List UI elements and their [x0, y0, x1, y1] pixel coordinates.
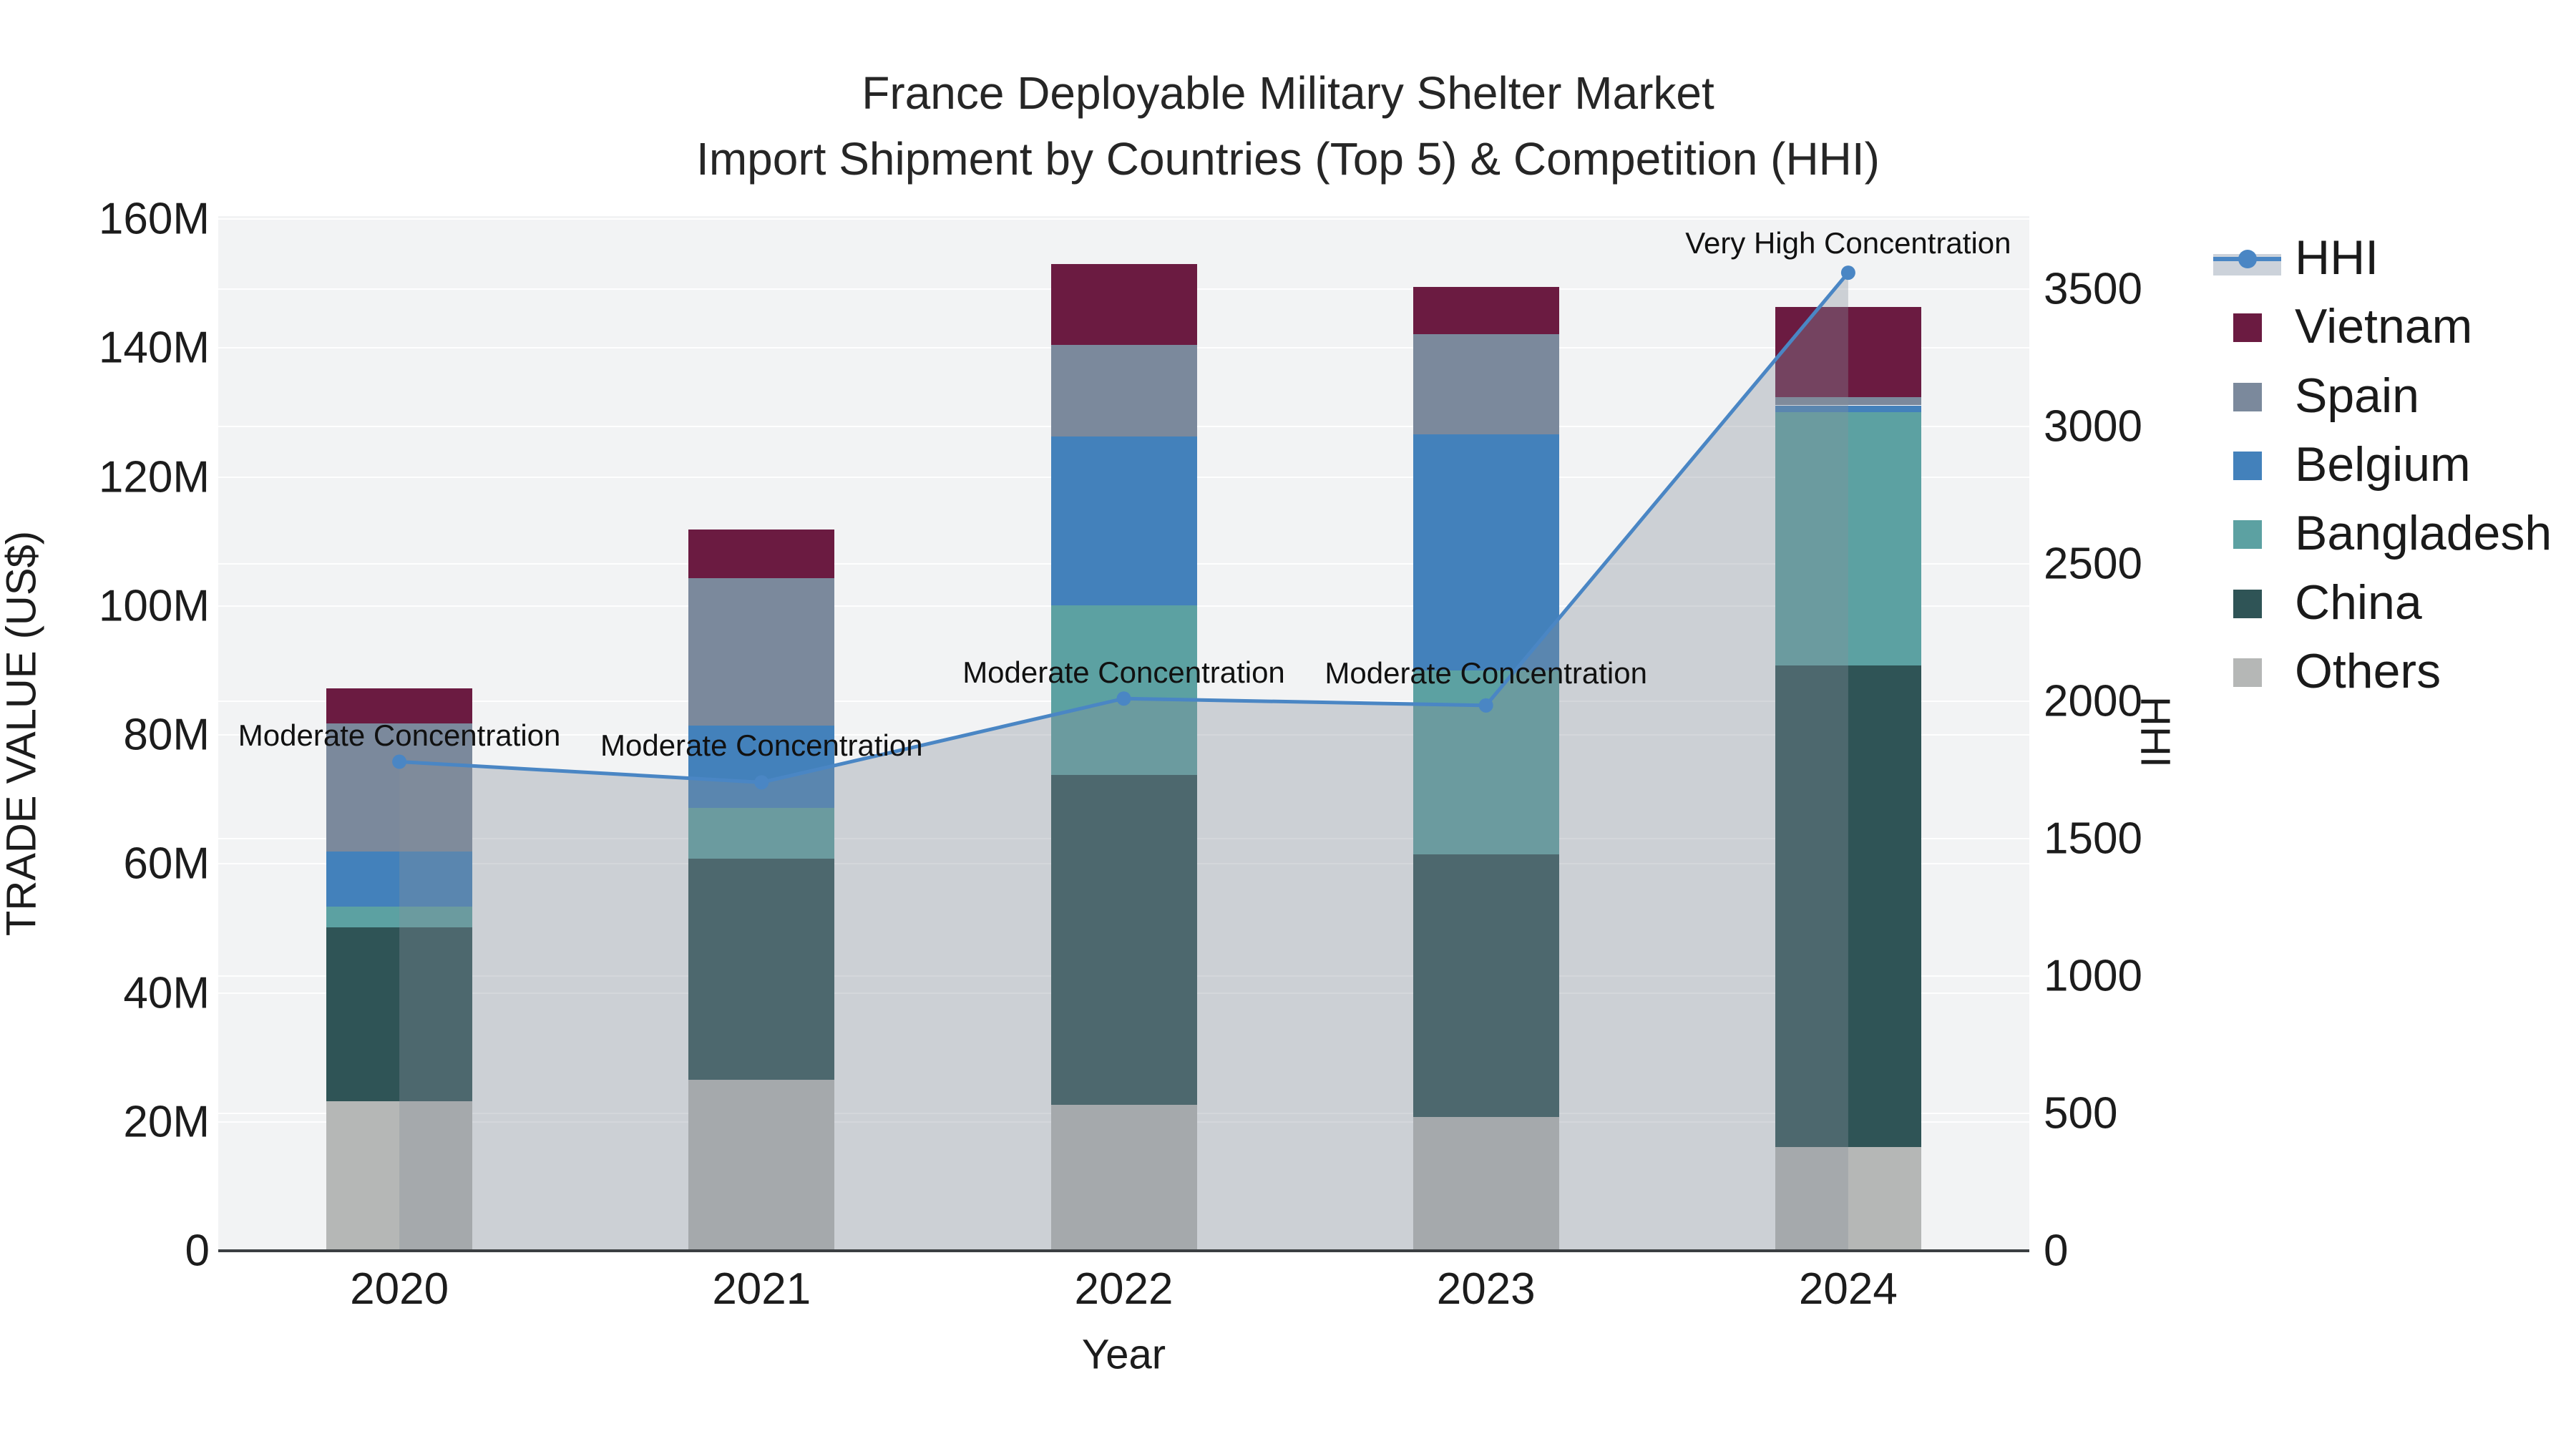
bar-2021-spain[interactable] — [688, 578, 835, 726]
bar-2024-china[interactable] — [1775, 665, 1921, 1147]
bar-2020-others[interactable] — [326, 1101, 473, 1251]
legend-item-belgium[interactable]: Belgium — [2190, 437, 2576, 492]
y-left-tick-80M: 80M — [123, 710, 210, 760]
bar-2023-belgium[interactable] — [1413, 434, 1559, 670]
y-left-tick-40M: 40M — [123, 968, 210, 1018]
annotation-2020: Moderate Concentration — [238, 718, 561, 752]
x-tick-2022: 2022 — [1074, 1264, 1174, 1314]
hhi-point-2021[interactable] — [754, 775, 769, 790]
hhi-point-2024[interactable] — [1840, 265, 1855, 280]
y-right-tick-3000: 3000 — [2044, 401, 2142, 452]
hhi-point-2022[interactable] — [1116, 691, 1131, 706]
bar-2020-bangladesh[interactable] — [326, 906, 473, 928]
bar-2024-vietnam[interactable] — [1775, 306, 1921, 397]
bar-2022-spain[interactable] — [1050, 344, 1197, 436]
bar-2024-others[interactable] — [1775, 1146, 1921, 1251]
legend-swatch-others-icon — [2233, 658, 2262, 687]
legend-label-bangladesh: Bangladesh — [2295, 506, 2552, 561]
bar-2024-belgium[interactable] — [1775, 405, 1921, 412]
x-axis-title: Year — [1081, 1331, 1166, 1378]
bar-2022-vietnam[interactable] — [1050, 264, 1197, 345]
legend-item-others[interactable]: Others — [2190, 644, 2576, 699]
y-left-tick-60M: 60M — [123, 839, 210, 889]
legend-label-others: Others — [2295, 643, 2441, 698]
bar-2020-belgium[interactable] — [326, 852, 473, 907]
y-left-tick-100M: 100M — [98, 581, 210, 631]
bar-2020-vietnam[interactable] — [326, 688, 473, 723]
bar-2022-belgium[interactable] — [1050, 436, 1197, 605]
bar-2024-spain[interactable] — [1775, 396, 1921, 406]
y-left-tick-20M: 20M — [123, 1097, 210, 1147]
bar-2020-china[interactable] — [326, 927, 473, 1101]
x-tick-2020: 2020 — [350, 1264, 449, 1314]
y-right-tick-2500: 2500 — [2044, 539, 2142, 589]
bar-2021-china[interactable] — [688, 859, 835, 1080]
x-tick-2024: 2024 — [1798, 1264, 1898, 1314]
y-left-tick-0: 0 — [185, 1226, 210, 1276]
x-tick-2021: 2021 — [712, 1264, 811, 1314]
legend-hhi-dot-icon — [2238, 250, 2257, 268]
bar-2023-others[interactable] — [1413, 1116, 1559, 1251]
y-left-tick-160M: 160M — [98, 194, 210, 244]
chart-title-line1: France Deployable Military Shelter Marke… — [862, 67, 1714, 119]
y-right-tick-1500: 1500 — [2044, 814, 2142, 864]
bar-2021-bangladesh[interactable] — [688, 807, 835, 859]
bar-2022-others[interactable] — [1050, 1105, 1197, 1251]
bar-2024-bangladesh[interactable] — [1775, 411, 1921, 665]
annotation-2022: Moderate Concentration — [962, 655, 1285, 690]
annotation-2021: Moderate Concentration — [600, 728, 923, 763]
legend-swatch-bangladesh-icon — [2233, 520, 2262, 550]
x-axis-line — [218, 1249, 2029, 1252]
gridline-trade-160M — [218, 218, 2029, 220]
plot-area — [218, 216, 2029, 1251]
chart-title: France Deployable Military Shelter Marke… — [696, 60, 1880, 192]
legend-item-spain[interactable]: Spain — [2190, 369, 2576, 424]
bar-2021-belgium[interactable] — [688, 725, 835, 808]
y-right-tick-2000: 2000 — [2044, 676, 2142, 726]
hhi-point-2023[interactable] — [1478, 698, 1493, 713]
bar-2023-vietnam[interactable] — [1413, 286, 1559, 335]
y-right-tick-1000: 1000 — [2044, 951, 2142, 1001]
legend-item-hhi[interactable]: HHI — [2190, 230, 2576, 286]
legend-swatch-belgium-icon — [2233, 451, 2262, 480]
legend-swatch-china-icon — [2233, 589, 2262, 618]
legend-label-spain: Spain — [2295, 368, 2419, 423]
annotation-2024: Very High Concentration — [1685, 226, 2011, 260]
bar-2023-spain[interactable] — [1413, 334, 1559, 435]
chart-title-line2: Import Shipment by Countries (Top 5) & C… — [696, 133, 1880, 185]
bar-2021-others[interactable] — [688, 1080, 835, 1251]
hhi-area-fill — [399, 273, 1848, 1251]
legend-item-vietnam[interactable]: Vietnam — [2190, 299, 2576, 354]
bar-2021-vietnam[interactable] — [688, 530, 835, 579]
bar-2022-china[interactable] — [1050, 774, 1197, 1106]
y-right-tick-0: 0 — [2044, 1226, 2069, 1276]
legend-swatch-spain-icon — [2233, 382, 2262, 411]
annotation-2023: Moderate Concentration — [1324, 655, 1647, 690]
y-left-tick-120M: 120M — [98, 452, 210, 502]
legend-swatch-vietnam-icon — [2233, 313, 2262, 343]
x-tick-2023: 2023 — [1436, 1264, 1536, 1314]
y-right-tick-3500: 3500 — [2044, 264, 2142, 314]
y-right-tick-500: 500 — [2044, 1088, 2118, 1138]
hhi-overlay — [392, 265, 1855, 1251]
legend-label-belgium: Belgium — [2295, 436, 2471, 492]
bar-2023-china[interactable] — [1413, 854, 1559, 1117]
legend-item-bangladesh[interactable]: Bangladesh — [2190, 506, 2576, 561]
bar-2022-bangladesh[interactable] — [1050, 605, 1197, 775]
legend-label-hhi: HHI — [2295, 230, 2379, 285]
legend-label-vietnam: Vietnam — [2295, 299, 2473, 354]
bar-2020-spain[interactable] — [326, 723, 473, 852]
legend-item-china[interactable]: China — [2190, 575, 2576, 630]
hhi-point-2020[interactable] — [392, 754, 407, 769]
legend-label-china: China — [2295, 575, 2422, 630]
y-left-tick-140M: 140M — [98, 323, 210, 373]
